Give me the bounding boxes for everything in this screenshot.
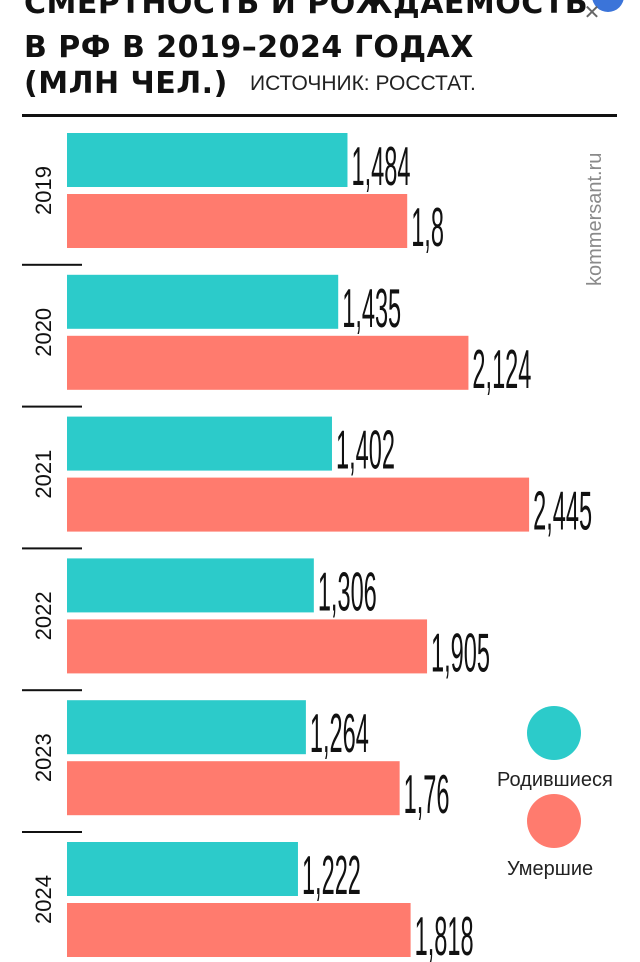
year-label: 2021 bbox=[31, 450, 56, 499]
info-icon[interactable] bbox=[592, 0, 624, 12]
bar-born bbox=[67, 416, 332, 471]
bar-died bbox=[67, 619, 428, 674]
group-separator bbox=[22, 263, 82, 266]
chart-title-line-1: СМЕРТНОСТЬ И РОЖДАЕМОСТЬ bbox=[24, 0, 589, 21]
data-label: 1,264 bbox=[310, 703, 369, 764]
bar-born bbox=[67, 558, 314, 613]
legend-born-label: Родившиеся bbox=[497, 769, 613, 791]
chart-title-line-2: В РФ В 2019–2024 ГОДАХ bbox=[24, 30, 474, 65]
bar-born bbox=[67, 842, 298, 896]
group-separator bbox=[22, 405, 82, 408]
group-separator bbox=[22, 689, 82, 692]
bar-died bbox=[67, 194, 408, 248]
bar-born bbox=[67, 700, 306, 755]
legend-born-swatch bbox=[527, 706, 581, 760]
bar-born bbox=[67, 133, 348, 187]
year-label: 2023 bbox=[31, 733, 56, 782]
data-label: 1,76 bbox=[404, 764, 450, 825]
source-label: ИСТОЧНИК: РОССТАТ. bbox=[250, 72, 476, 95]
legend-died-swatch bbox=[527, 794, 581, 848]
bar-died bbox=[67, 335, 469, 390]
data-label: 1,905 bbox=[431, 622, 490, 683]
group-separator bbox=[22, 831, 82, 833]
chart-title-line-3: (МЛН ЧЕЛ.) bbox=[24, 66, 228, 101]
year-label: 2024 bbox=[31, 875, 56, 924]
year-label: 2020 bbox=[31, 308, 56, 357]
bar-died bbox=[67, 761, 400, 816]
close-icon[interactable]: ✕ bbox=[583, 2, 601, 24]
bar-born bbox=[67, 274, 339, 329]
legend-died-label: Умершие bbox=[507, 858, 594, 880]
year-label: 2019 bbox=[31, 166, 56, 215]
data-label: 1,222 bbox=[302, 845, 361, 906]
data-label: 2,445 bbox=[533, 480, 592, 541]
data-label: 1,402 bbox=[336, 419, 395, 480]
data-label: 1,484 bbox=[351, 136, 410, 197]
year-label: 2022 bbox=[31, 591, 56, 640]
bar-died bbox=[67, 903, 411, 957]
data-label: 1,8 bbox=[411, 197, 444, 258]
data-label: 1,306 bbox=[318, 561, 377, 622]
bar-died bbox=[67, 477, 530, 532]
title-divider bbox=[22, 114, 617, 117]
data-label: 2,124 bbox=[472, 338, 531, 399]
group-separator bbox=[22, 547, 82, 550]
data-label: 1,435 bbox=[342, 277, 401, 338]
data-label: 1,818 bbox=[415, 906, 474, 962]
